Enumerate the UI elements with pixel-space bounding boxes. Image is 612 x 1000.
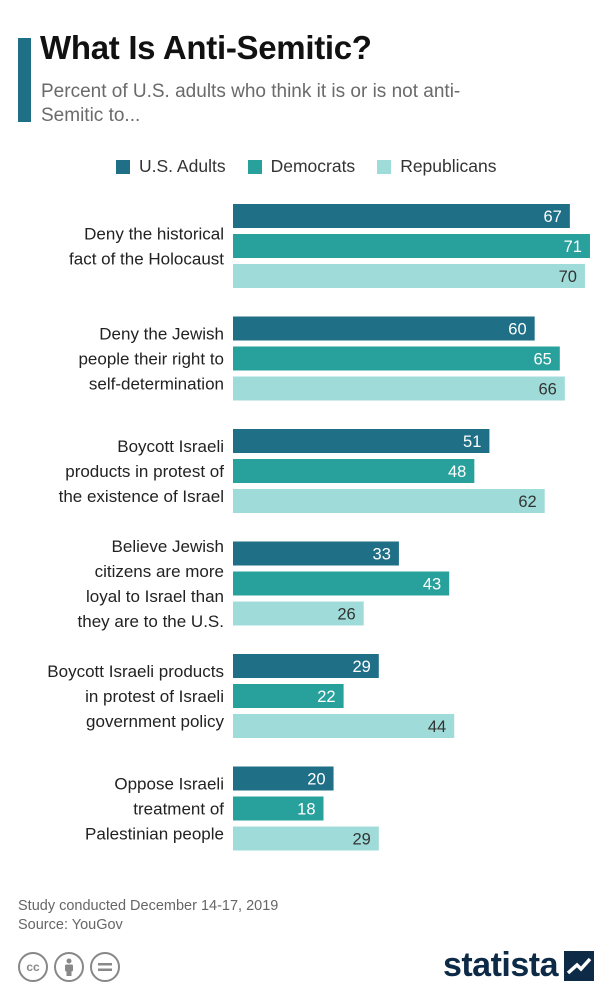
chart-title: What Is Anti-Semitic? bbox=[40, 29, 372, 66]
legend-label: Democrats bbox=[270, 156, 356, 176]
cc-icon[interactable]: cc bbox=[18, 952, 48, 982]
category-label-line: Believe Jewish bbox=[112, 537, 224, 556]
bar-value-label: 66 bbox=[538, 381, 556, 399]
legend-label: U.S. Adults bbox=[139, 156, 226, 176]
category-label: Oppose Israeli treatment of Palestinian pe… bbox=[85, 775, 224, 844]
category-label: Boycott Israeli products in protest of Is… bbox=[47, 662, 224, 731]
bar bbox=[233, 459, 475, 483]
chart-subtitle: Percent of U.S. adults who think it is o… bbox=[41, 81, 461, 126]
bar-value-label: 29 bbox=[352, 658, 370, 676]
category-label: Deny the historical fact of the Holocaust bbox=[69, 225, 224, 269]
bar bbox=[233, 316, 535, 341]
bar-value-label: 48 bbox=[448, 463, 466, 481]
bar bbox=[233, 489, 545, 513]
bar-value-label: 18 bbox=[297, 801, 315, 819]
category-label-line: Boycott Israeli products bbox=[47, 662, 224, 681]
bar-value-label: 33 bbox=[373, 546, 391, 564]
legend-swatch bbox=[377, 159, 392, 174]
category-label-line: Oppose Israeli bbox=[114, 775, 224, 794]
legend-label: Republicans bbox=[400, 156, 497, 176]
legend-swatch bbox=[116, 159, 130, 174]
bar-value-label: 67 bbox=[544, 208, 562, 226]
bar bbox=[233, 796, 324, 821]
logo-text: statista bbox=[442, 946, 559, 984]
bar-value-label: 26 bbox=[337, 606, 355, 624]
category-label-line: treatment of bbox=[133, 800, 224, 819]
category-label-line: citizens are more bbox=[95, 562, 224, 581]
title-accent-bar bbox=[18, 38, 31, 122]
attribution-icon[interactable] bbox=[54, 952, 84, 982]
bar bbox=[233, 234, 590, 258]
legend-item-republicans: Republicans bbox=[377, 156, 497, 177]
legend-item-us-adults: U.S. Adults bbox=[116, 156, 226, 177]
bar bbox=[233, 429, 490, 453]
category-label-line: they are to the U.S. bbox=[78, 612, 224, 631]
category-label-line: Deny the historical bbox=[84, 225, 224, 244]
category-label-line: self-determination bbox=[89, 375, 224, 394]
category-label: Deny the Jewish people their right to self… bbox=[78, 325, 224, 394]
bar-value-label: 22 bbox=[317, 688, 335, 706]
category-label-line: loyal to Israel than bbox=[86, 587, 224, 606]
footer-note: Study conducted December 14-17, 2019 Sou… bbox=[18, 897, 278, 935]
category-label-line: Boycott Israeli bbox=[117, 437, 224, 456]
category-label-line: Deny the Jewish bbox=[99, 325, 224, 344]
bar-value-label: 51 bbox=[463, 433, 481, 451]
no-derivatives-icon[interactable] bbox=[90, 952, 120, 982]
bar bbox=[233, 654, 379, 678]
bar bbox=[233, 601, 364, 626]
category-label-line: the existence of Israel bbox=[59, 487, 224, 506]
bar bbox=[233, 684, 344, 708]
bar-value-label: 70 bbox=[559, 268, 577, 286]
bar bbox=[233, 346, 560, 371]
bar-value-label: 43 bbox=[423, 576, 441, 594]
bar bbox=[233, 766, 334, 791]
category-label: Believe Jewish citizens are more loyal to … bbox=[78, 537, 224, 631]
category-label-line: in protest of Israeli bbox=[85, 687, 224, 706]
bar bbox=[233, 571, 450, 596]
bar bbox=[233, 714, 455, 738]
bar bbox=[233, 541, 399, 566]
category-label-line: products in protest of bbox=[65, 462, 224, 481]
bar bbox=[233, 826, 379, 851]
bar-value-label: 20 bbox=[307, 771, 325, 789]
chart-legend: U.S. Adults Democrats Republicans bbox=[116, 156, 519, 177]
legend-swatch bbox=[247, 159, 262, 174]
category-label: Boycott Israeli products in protest of the… bbox=[59, 437, 225, 506]
bar-value-label: 60 bbox=[508, 321, 526, 339]
bar-value-label: 65 bbox=[533, 351, 551, 369]
source-note: Source: YouGov bbox=[18, 917, 123, 933]
bar-value-label: 29 bbox=[352, 831, 370, 849]
study-note: Study conducted December 14-17, 2019 bbox=[18, 898, 279, 914]
bar-value-label: 62 bbox=[518, 493, 536, 511]
legend-item-democrats: Democrats bbox=[247, 156, 356, 177]
bar-value-label: 44 bbox=[428, 718, 446, 736]
category-label-line: fact of the Holocaust bbox=[69, 250, 224, 269]
bar bbox=[233, 264, 585, 288]
statista-logo[interactable]: statista bbox=[443, 946, 594, 985]
bar bbox=[233, 376, 565, 401]
bar bbox=[233, 204, 570, 228]
license-icons: cc bbox=[18, 952, 126, 982]
statista-logo-icon bbox=[564, 950, 594, 981]
bar-value-label: 71 bbox=[564, 238, 582, 256]
category-label-line: Palestinian people bbox=[85, 825, 224, 844]
category-label-line: government policy bbox=[86, 712, 224, 731]
category-label-line: people their right to bbox=[78, 350, 224, 369]
